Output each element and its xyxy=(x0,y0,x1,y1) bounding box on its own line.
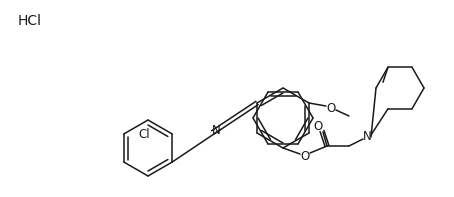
Text: O: O xyxy=(301,150,310,163)
Text: HCl: HCl xyxy=(18,14,42,28)
Text: N: N xyxy=(363,129,371,142)
Text: O: O xyxy=(313,121,323,134)
Text: O: O xyxy=(326,101,336,114)
Text: Cl: Cl xyxy=(138,127,150,140)
Text: N: N xyxy=(212,124,221,137)
